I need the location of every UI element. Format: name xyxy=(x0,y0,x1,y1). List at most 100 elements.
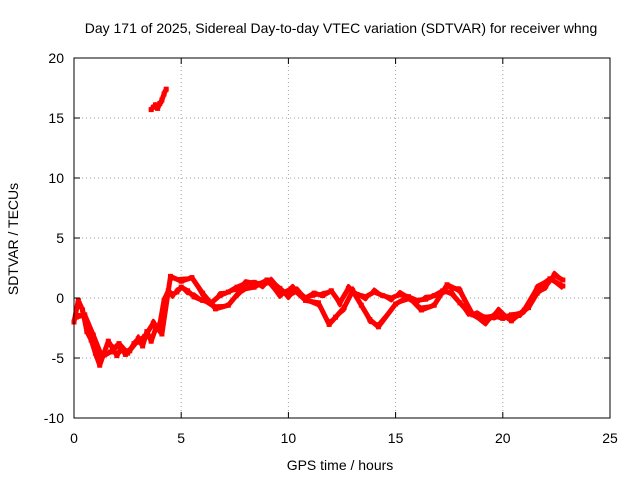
data-point xyxy=(543,283,549,289)
grid xyxy=(74,58,610,418)
data-point xyxy=(277,285,283,291)
data-point xyxy=(500,315,506,321)
series-3 xyxy=(148,86,169,113)
x-tick-label: 20 xyxy=(495,430,511,446)
data-point xyxy=(285,293,291,299)
data-point xyxy=(200,297,206,303)
data-point xyxy=(73,314,79,320)
data-point xyxy=(560,277,566,283)
data-point xyxy=(534,285,540,291)
data-point xyxy=(157,321,163,327)
data-point xyxy=(234,284,240,290)
data-point xyxy=(125,350,131,356)
data-point xyxy=(431,302,437,308)
x-axis-label: GPS time / hours xyxy=(287,457,394,473)
data-point xyxy=(521,307,527,313)
data-point xyxy=(114,353,120,359)
data-point xyxy=(99,354,105,360)
data-point xyxy=(105,338,111,344)
data-point xyxy=(320,293,326,299)
data-point xyxy=(148,338,154,344)
data-point xyxy=(90,332,96,338)
data-point xyxy=(483,314,489,320)
data-point xyxy=(251,284,257,290)
data-point xyxy=(350,288,356,294)
data-point xyxy=(277,291,283,297)
y-tick-label: -5 xyxy=(52,350,65,366)
data-point xyxy=(358,302,364,308)
data-point xyxy=(163,86,169,92)
data-point xyxy=(107,349,113,355)
y-tick-label: 10 xyxy=(48,170,64,186)
data-point xyxy=(170,291,176,297)
y-axis-label: SDTVAR / TECUs xyxy=(5,183,21,295)
y-tick-label: 15 xyxy=(48,110,64,126)
data-point xyxy=(88,337,94,343)
data-point xyxy=(116,341,122,347)
data-point xyxy=(150,320,156,326)
axis-ticks: 0 5 10 15 20 25 -10 -5 0 5 10 15 20 xyxy=(44,50,618,446)
data-point xyxy=(303,297,309,303)
data-point xyxy=(97,362,103,368)
data-point xyxy=(155,105,161,111)
data-point xyxy=(496,308,502,314)
data-point xyxy=(161,297,167,303)
data-point xyxy=(431,293,437,299)
data-point xyxy=(84,329,90,335)
data-point xyxy=(185,288,191,294)
data-point xyxy=(414,297,420,303)
data-point xyxy=(167,273,173,279)
series-line xyxy=(73,273,566,360)
data-point xyxy=(341,305,347,311)
data-point xyxy=(159,97,165,103)
data-point xyxy=(200,290,206,296)
data-point xyxy=(92,350,98,356)
data-point xyxy=(547,276,553,282)
x-tick-label: 5 xyxy=(177,430,185,446)
data-point xyxy=(508,318,514,324)
data-point xyxy=(140,343,146,349)
data-point xyxy=(470,312,476,318)
data-point xyxy=(178,278,184,284)
data-point xyxy=(457,288,463,294)
data-point xyxy=(82,312,88,318)
data-point xyxy=(191,294,197,300)
data-point xyxy=(225,289,231,295)
data-point xyxy=(393,301,399,307)
data-point xyxy=(157,101,163,107)
data-point xyxy=(448,290,454,296)
data-point xyxy=(397,291,403,297)
data-point xyxy=(174,289,180,295)
data-point xyxy=(337,300,343,306)
data-point xyxy=(363,294,369,300)
data-point xyxy=(290,285,296,291)
x-tick-label: 10 xyxy=(281,430,297,446)
data-point xyxy=(388,295,394,301)
y-tick-label: 0 xyxy=(56,290,64,306)
series-2 xyxy=(73,273,566,360)
data-point xyxy=(75,297,81,303)
data-point xyxy=(483,319,489,325)
data-point xyxy=(508,312,514,318)
data-point xyxy=(405,294,411,300)
data-point xyxy=(423,296,429,302)
data-point xyxy=(457,300,463,306)
data-point xyxy=(375,324,381,330)
data-point xyxy=(142,333,148,339)
y-tick-label: 20 xyxy=(48,50,64,66)
data-point xyxy=(159,331,165,337)
data-point xyxy=(80,307,86,313)
data-point xyxy=(217,293,223,299)
data-point xyxy=(315,300,321,306)
data-point xyxy=(238,287,244,293)
data-point xyxy=(213,306,219,312)
chart-title: Day 171 of 2025, Sidereal Day-to-day VTE… xyxy=(85,20,598,36)
y-tick-label: -10 xyxy=(44,410,64,426)
data-point xyxy=(178,284,184,290)
data-point xyxy=(251,279,257,285)
data-point xyxy=(161,91,167,97)
data-point xyxy=(380,293,386,299)
data-point xyxy=(560,283,566,289)
data-point xyxy=(418,307,424,313)
data-point xyxy=(189,275,195,281)
